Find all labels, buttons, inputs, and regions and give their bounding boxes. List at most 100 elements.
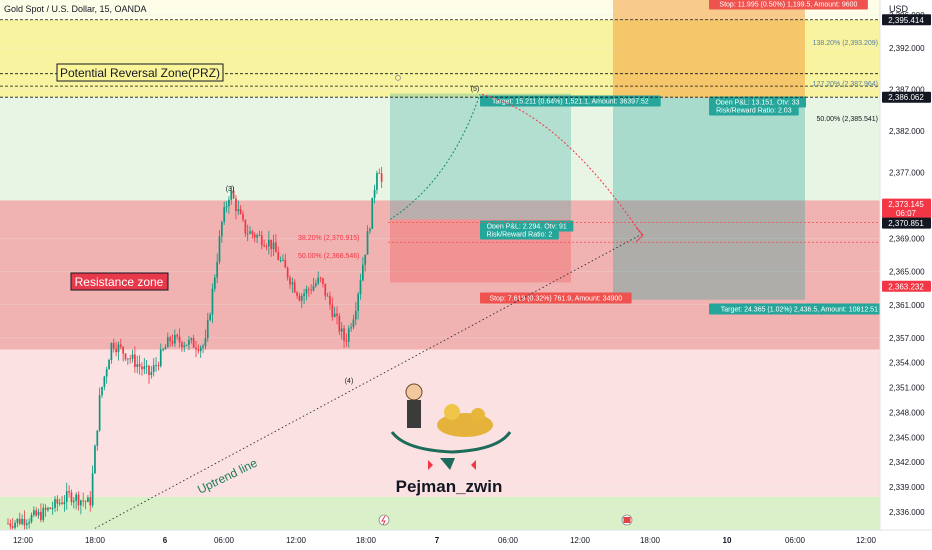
candle-body-95	[230, 190, 233, 200]
time-label-11: 06:00	[785, 536, 806, 545]
candle-body-116	[279, 259, 282, 261]
candle-body-108	[260, 235, 263, 246]
candle-body-27	[70, 492, 73, 503]
candle-body-142	[340, 328, 343, 332]
candle-body-148	[354, 310, 357, 320]
short-open-label-2-bg	[709, 104, 799, 116]
candle-body-56	[138, 364, 141, 367]
candle-body-8	[25, 523, 28, 526]
candle-body-34	[87, 497, 89, 503]
candle-body-72	[176, 335, 179, 337]
event-us-flag-glyph	[623, 517, 631, 523]
candle-body-80	[195, 347, 197, 350]
price-axis[interactable]: 2,396.0002,392.0002,387.0002,382.0002,37…	[879, 0, 932, 550]
logo-body	[407, 400, 421, 428]
candle-body-109	[263, 245, 265, 247]
candle-body-57	[141, 366, 143, 370]
candle-body-152	[364, 254, 367, 265]
candle-body-75	[183, 345, 186, 348]
projection-down-curve[interactable]	[481, 93, 643, 236]
candle-body-84	[204, 338, 207, 346]
candle-body-155	[371, 197, 374, 229]
candle-body-94	[228, 199, 230, 207]
candle-body-143	[343, 328, 345, 341]
candle-body-2	[11, 526, 14, 528]
candle-body-98	[237, 209, 240, 211]
candle-body-82	[199, 347, 202, 352]
candle-body-103	[249, 231, 251, 234]
candle-body-53	[131, 354, 134, 359]
background-layer	[0, 0, 880, 530]
position-tools[interactable]: Target: 15.211 (0.64%) 1,521.1, Amount: …	[390, 0, 890, 315]
candle-body-61	[150, 372, 153, 376]
fib-500-label: 50.00% (2,368.546)	[298, 253, 360, 260]
candle-body-67	[164, 347, 167, 350]
resistance-label-box[interactable]	[70, 272, 169, 291]
prz-label-box[interactable]	[56, 63, 224, 82]
candle-body-49	[122, 346, 124, 354]
candle-body-1	[9, 523, 12, 527]
short-loss-box[interactable]	[613, 0, 805, 98]
price-tick-3: 2,382.000	[889, 127, 925, 136]
candle-body-40	[101, 386, 103, 396]
long-open-label-2: Risk/Reward Ratio: 2	[487, 232, 553, 239]
candle-body-9	[28, 522, 30, 524]
candle-body-6	[21, 518, 23, 524]
fib-1272-label: 127.20% (2,387.964)	[813, 81, 878, 88]
price-tick-14: 2,339.000	[889, 483, 925, 492]
brand-name: Pejman_zwin	[396, 477, 503, 496]
candle-body-24	[63, 501, 66, 504]
time-label-8: 12:00	[570, 536, 591, 545]
candle-body-133	[319, 277, 322, 279]
time-axis[interactable]: 12:00 18:00 6 06:00 12:00 18:00 7 06:00 12:00 18:…	[0, 514, 932, 550]
candle-body-122	[293, 282, 296, 293]
candle-body-43	[108, 360, 110, 370]
candle-body-102	[246, 233, 249, 235]
wave-5-label: (5)	[471, 86, 480, 93]
long-profit-box[interactable]	[390, 93, 571, 220]
candle-body-140	[336, 313, 338, 316]
fib-382-label: 38.20% (2,370.915)	[298, 235, 360, 242]
price-badge-bg-3	[882, 217, 931, 229]
candle-body-12	[35, 510, 38, 516]
candle-body-106	[256, 235, 258, 238]
logo-head	[405, 383, 423, 401]
price-tick-12: 2,345.000	[889, 433, 925, 442]
candle-body-111	[268, 239, 270, 247]
price-tick-4: 2,377.000	[889, 168, 925, 177]
candle-body-136	[326, 295, 329, 297]
projection-up-curve[interactable]	[389, 94, 481, 220]
candle-body-93	[225, 206, 228, 208]
candle-body-33	[84, 501, 87, 503]
candle-body-70	[171, 341, 174, 344]
candle-body-54	[134, 354, 136, 368]
price-axis-bg	[880, 0, 932, 550]
candle-body-16	[44, 507, 47, 511]
candle-body-59	[145, 365, 148, 367]
candle-body-156	[373, 189, 376, 198]
logo-mark-right	[471, 460, 476, 470]
candle-body-0	[7, 523, 9, 525]
event-lightning-icon[interactable]	[378, 514, 390, 526]
candle-body-5	[18, 518, 21, 524]
candle-body-127	[305, 288, 308, 294]
candle-body-22	[58, 502, 61, 504]
candle-body-21	[56, 499, 59, 504]
candle-body-138	[331, 304, 334, 317]
resistance-label: Resistance zone	[75, 275, 164, 289]
candle-body-69	[169, 337, 171, 342]
candle-body-132	[317, 277, 320, 284]
candle-body-129	[310, 289, 312, 291]
candle-body-125	[300, 296, 303, 301]
candle-body-13	[37, 511, 40, 516]
candle-body-92	[223, 207, 226, 222]
price-badge-3: 2,370.851	[888, 219, 924, 228]
time-label-5: 18:00	[356, 536, 377, 545]
time-label-3: 06:00	[214, 536, 235, 545]
candle-body-26	[68, 491, 70, 493]
time-label-9: 18:00	[640, 536, 661, 545]
candle-body-123	[296, 292, 298, 296]
short-profit-box[interactable]	[613, 97, 805, 300]
